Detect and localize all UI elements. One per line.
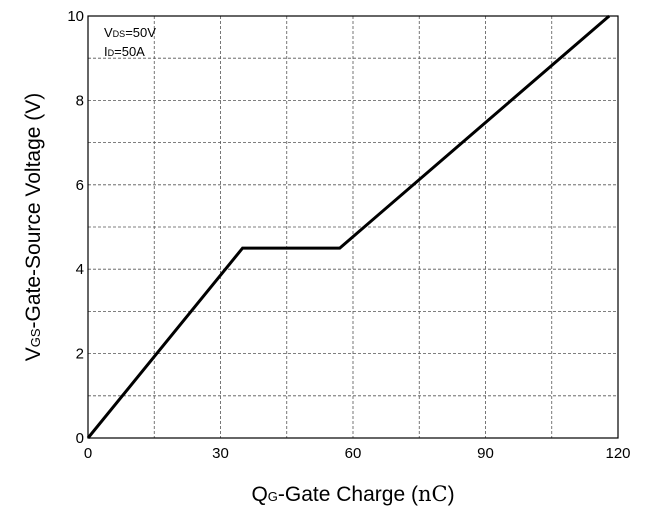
series-line xyxy=(86,14,611,439)
y-tick-label: 4 xyxy=(76,261,84,278)
y-tick-label: 6 xyxy=(76,177,84,194)
x-tick-labels: 0 30 60 90 120 xyxy=(84,445,631,462)
annotation-vds: VDS=50V xyxy=(104,25,156,40)
x-tick-label: 0 xyxy=(84,445,92,462)
y-tick-label: 10 xyxy=(67,8,84,25)
x-tick-label: 30 xyxy=(212,445,229,462)
y-tick-label: 0 xyxy=(76,430,84,447)
x-tick-label: 90 xyxy=(477,445,494,462)
x-axis-label: QG-Gate Charge (nC) xyxy=(251,482,454,506)
y-tick-label: 2 xyxy=(76,346,84,363)
x-tick-label: 60 xyxy=(345,445,362,462)
y-tick-label: 8 xyxy=(76,92,84,109)
x-tick-label: 120 xyxy=(605,445,630,462)
y-axis-label: VGS-Gate-Source Voltage (V) xyxy=(22,93,45,362)
plot-frame xyxy=(87,15,619,439)
y-tick-labels: 0 2 4 6 8 10 xyxy=(67,8,84,447)
annotation-id: ID=50A xyxy=(104,44,145,59)
grid-lines xyxy=(88,16,618,438)
